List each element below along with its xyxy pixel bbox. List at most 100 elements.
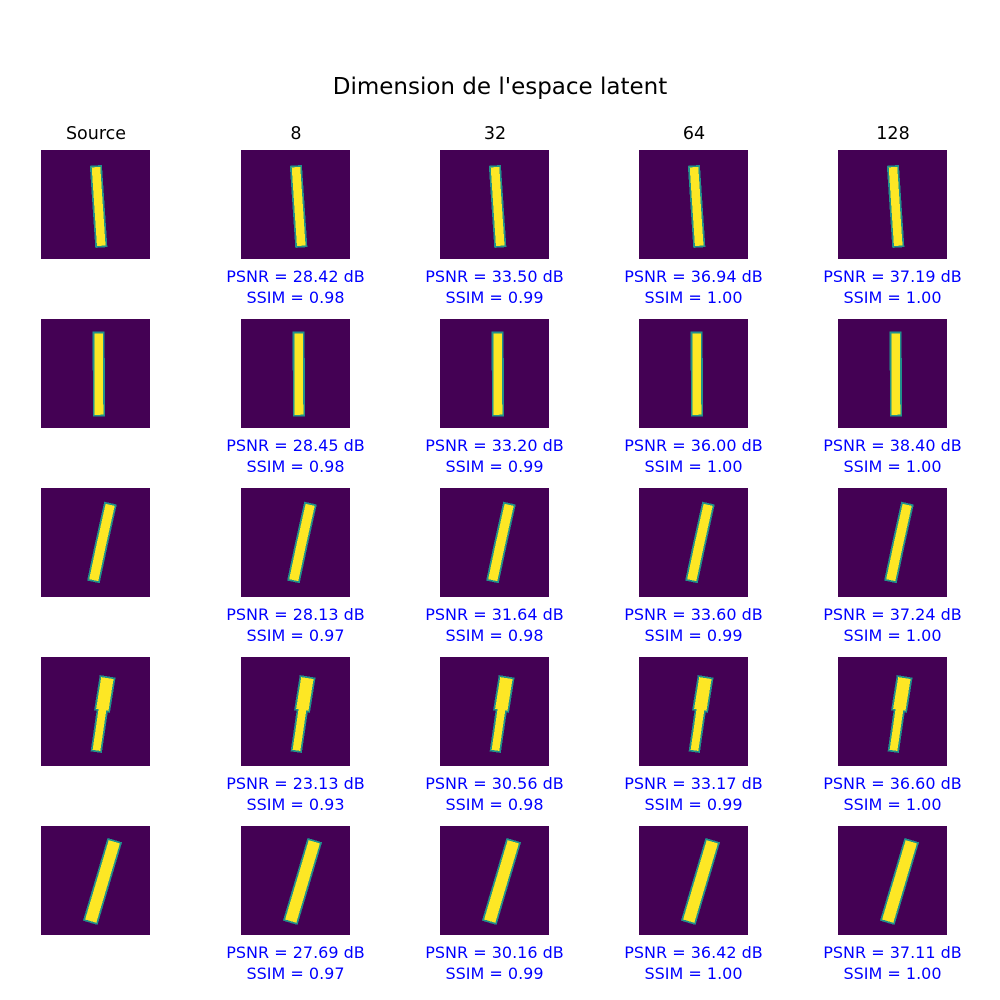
psnr-value: PSNR = 36.94 dB xyxy=(624,267,763,286)
metric-label: PSNR = 37.24 dB SSIM = 1.00 xyxy=(793,604,993,646)
metric-label: PSNR = 37.11 dB SSIM = 1.00 xyxy=(793,942,993,984)
metric-label: PSNR = 36.00 dB SSIM = 1.00 xyxy=(594,435,794,477)
metric-label: PSNR = 30.16 dB SSIM = 0.99 xyxy=(395,942,595,984)
digit-stroke-graphic xyxy=(884,501,914,584)
metric-label: PSNR = 28.45 dB SSIM = 0.98 xyxy=(196,435,396,477)
ssim-value: SSIM = 0.99 xyxy=(644,795,743,814)
stroke-core-0 xyxy=(683,840,718,923)
stroke-core-0 xyxy=(693,503,713,551)
reconstruction-image xyxy=(639,826,748,935)
stroke-core-0 xyxy=(85,840,120,923)
stroke-core-0 xyxy=(494,503,514,551)
metric-label: PSNR = 36.42 dB SSIM = 1.00 xyxy=(594,942,794,984)
ssim-value: SSIM = 1.00 xyxy=(843,288,942,307)
digit-stroke-graphic xyxy=(282,837,323,925)
source-image xyxy=(41,319,150,428)
ssim-value: SSIM = 0.98 xyxy=(246,288,345,307)
psnr-value: PSNR = 27.69 dB xyxy=(226,943,365,962)
psnr-value: PSNR = 38.40 dB xyxy=(823,436,962,455)
column-title-4: 128 xyxy=(876,124,910,144)
reconstruction-image xyxy=(838,826,947,935)
psnr-value: PSNR = 30.56 dB xyxy=(425,774,564,793)
psnr-value: PSNR = 37.11 dB xyxy=(823,943,962,962)
psnr-value: PSNR = 37.24 dB xyxy=(823,605,962,624)
reconstruction-image xyxy=(838,319,947,428)
metric-label: PSNR = 37.19 dB SSIM = 1.00 xyxy=(793,266,993,308)
digit-stroke-graphic xyxy=(879,837,920,925)
metric-label: PSNR = 27.69 dB SSIM = 0.97 xyxy=(196,942,396,984)
digit-stroke-graphic xyxy=(287,501,317,584)
stroke-core-0 xyxy=(490,166,505,247)
stroke-core-1 xyxy=(488,538,506,582)
ssim-value: SSIM = 1.00 xyxy=(843,964,942,983)
reconstruction-image xyxy=(241,488,350,597)
stroke-core-0 xyxy=(888,166,903,247)
ssim-value: SSIM = 0.97 xyxy=(246,626,345,645)
digit-stroke-graphic xyxy=(886,164,905,248)
digit-stroke-graphic xyxy=(491,331,505,417)
digit-stroke-graphic xyxy=(289,164,308,248)
metric-label: PSNR = 36.94 dB SSIM = 1.00 xyxy=(594,266,794,308)
psnr-value: PSNR = 33.17 dB xyxy=(624,774,763,793)
source-image xyxy=(41,826,150,935)
ssim-value: SSIM = 0.93 xyxy=(246,795,345,814)
digit-stroke-graphic xyxy=(685,501,715,584)
ssim-value: SSIM = 0.99 xyxy=(445,457,544,476)
ssim-value: SSIM = 1.00 xyxy=(843,626,942,645)
psnr-value: PSNR = 37.19 dB xyxy=(823,267,962,286)
ssim-value: SSIM = 1.00 xyxy=(644,964,743,983)
digit-stroke-graphic xyxy=(690,331,704,417)
source-image xyxy=(41,150,150,259)
digit-stroke-graphic xyxy=(481,837,522,925)
psnr-value: PSNR = 33.60 dB xyxy=(624,605,763,624)
metric-label: PSNR = 31.64 dB SSIM = 0.98 xyxy=(395,604,595,646)
psnr-value: PSNR = 36.42 dB xyxy=(624,943,763,962)
reconstruction-image xyxy=(639,657,748,766)
ssim-value: SSIM = 0.99 xyxy=(445,964,544,983)
figure-title: Dimension de l'espace latent xyxy=(332,74,668,100)
stroke-core-0 xyxy=(285,840,320,923)
digit-stroke-graphic xyxy=(89,164,108,248)
reconstruction-image xyxy=(241,826,350,935)
reconstruction-image xyxy=(639,150,748,259)
metric-label: PSNR = 23.13 dB SSIM = 0.93 xyxy=(196,773,396,815)
metric-label: PSNR = 30.56 dB SSIM = 0.98 xyxy=(395,773,595,815)
ssim-value: SSIM = 0.98 xyxy=(445,626,544,645)
column-title-1: 8 xyxy=(290,124,302,144)
psnr-value: PSNR = 23.13 dB xyxy=(226,774,365,793)
stroke-core-0 xyxy=(295,503,315,551)
digit-stroke-graphic xyxy=(87,501,117,584)
metric-label: PSNR = 33.17 dB SSIM = 0.99 xyxy=(594,773,794,815)
reconstruction-image xyxy=(440,319,549,428)
reconstruction-image xyxy=(241,150,350,259)
psnr-value: PSNR = 33.50 dB xyxy=(425,267,564,286)
metric-label: PSNR = 33.20 dB SSIM = 0.99 xyxy=(395,435,595,477)
digit-stroke-graphic xyxy=(489,675,515,753)
stroke-core-1 xyxy=(889,699,905,751)
digit-stroke-graphic xyxy=(680,837,721,925)
ssim-value: SSIM = 0.98 xyxy=(445,795,544,814)
stroke-core-0 xyxy=(689,166,704,247)
digit-stroke-graphic xyxy=(82,837,123,925)
metric-label: PSNR = 28.13 dB SSIM = 0.97 xyxy=(196,604,396,646)
digit-stroke-graphic xyxy=(290,675,316,753)
ssim-value: SSIM = 0.99 xyxy=(644,626,743,645)
stroke-core-1 xyxy=(886,538,904,582)
ssim-value: SSIM = 0.97 xyxy=(246,964,345,983)
digit-stroke-graphic xyxy=(90,675,116,753)
reconstruction-image xyxy=(241,319,350,428)
reconstruction-image xyxy=(440,488,549,597)
stroke-core-1 xyxy=(491,699,507,751)
stroke-core-0 xyxy=(882,840,917,923)
stroke-core-0 xyxy=(95,503,115,551)
reconstruction-image xyxy=(838,488,947,597)
digit-stroke-graphic xyxy=(688,675,714,753)
stroke-core-0 xyxy=(291,166,306,247)
reconstruction-image xyxy=(241,657,350,766)
metric-label: PSNR = 28.42 dB SSIM = 0.98 xyxy=(196,266,396,308)
reconstruction-image xyxy=(440,150,549,259)
ssim-value: SSIM = 1.00 xyxy=(644,288,743,307)
metric-label: PSNR = 38.40 dB SSIM = 1.00 xyxy=(793,435,993,477)
digit-stroke-graphic xyxy=(889,331,903,417)
stroke-core-0 xyxy=(91,166,106,247)
